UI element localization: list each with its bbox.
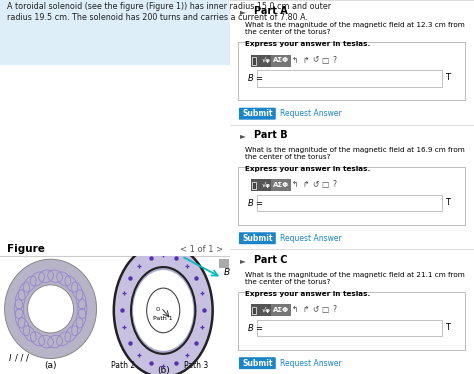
Text: A toroidal solenoid (see the figure (Figure 1)) has inner radius 15.0 cm and out: A toroidal solenoid (see the figure (Fig… [7, 2, 331, 11]
FancyBboxPatch shape [257, 70, 442, 87]
Text: Express your answer in teslas.: Express your answer in teslas. [245, 291, 370, 297]
Text: o: o [156, 306, 160, 312]
FancyBboxPatch shape [219, 258, 228, 268]
Circle shape [131, 267, 195, 354]
Text: Submit: Submit [242, 109, 273, 118]
Text: (a): (a) [45, 361, 57, 370]
Text: Express your answer in teslas.: Express your answer in teslas. [245, 41, 370, 47]
Text: What is the magnitude of the magnetic field at 16.9 cm from the center of the to: What is the magnitude of the magnetic fi… [245, 147, 465, 160]
Text: $I$: $I$ [8, 352, 12, 363]
Text: √φ: √φ [262, 57, 271, 63]
FancyBboxPatch shape [272, 304, 291, 316]
Text: (b): (b) [157, 366, 170, 374]
FancyBboxPatch shape [238, 292, 465, 350]
Text: Submit: Submit [242, 234, 273, 243]
Text: ?: ? [332, 56, 337, 65]
FancyBboxPatch shape [252, 182, 256, 189]
Ellipse shape [5, 259, 97, 359]
Text: ↱: ↱ [302, 56, 309, 65]
Text: / / /: / / / [15, 354, 29, 363]
Text: Part B: Part B [254, 130, 288, 140]
Text: □: □ [321, 180, 328, 189]
Text: ↰: ↰ [292, 305, 299, 314]
Text: B: B [224, 269, 230, 278]
FancyBboxPatch shape [257, 320, 442, 336]
Circle shape [114, 244, 213, 374]
Text: Part C: Part C [254, 255, 288, 265]
FancyBboxPatch shape [239, 232, 276, 244]
FancyBboxPatch shape [0, 0, 230, 65]
Text: AΣΦ: AΣΦ [273, 57, 289, 63]
Text: Express your answer in teslas.: Express your answer in teslas. [245, 166, 370, 172]
Text: ↺: ↺ [313, 180, 319, 189]
Text: T: T [445, 323, 450, 332]
Text: AΣΦ: AΣΦ [273, 182, 289, 188]
FancyBboxPatch shape [239, 357, 276, 369]
FancyBboxPatch shape [251, 304, 271, 316]
Text: Part A: Part A [254, 6, 288, 16]
Text: ?: ? [332, 180, 337, 189]
Circle shape [146, 288, 180, 333]
Text: Path 1: Path 1 [154, 316, 173, 321]
Text: Submit: Submit [242, 359, 273, 368]
Text: ↰: ↰ [292, 180, 299, 189]
Text: ►: ► [240, 131, 246, 140]
Text: radius 19.5 cm. The solenoid has 200 turns and carries a current of 7.80 A.: radius 19.5 cm. The solenoid has 200 tur… [7, 13, 308, 22]
Text: √φ: √φ [262, 307, 271, 313]
Text: ►: ► [240, 7, 246, 16]
Text: √φ: √φ [262, 182, 271, 188]
Text: T: T [445, 198, 450, 207]
Text: ↱: ↱ [302, 180, 309, 189]
Text: ↱: ↱ [302, 305, 309, 314]
Text: < 1 of 1 >: < 1 of 1 > [180, 245, 223, 254]
Circle shape [134, 271, 192, 350]
Text: What is the magnitude of the magnetic field at 21.1 cm from the center of the to: What is the magnitude of the magnetic fi… [245, 272, 465, 285]
Text: Path 2: Path 2 [111, 361, 135, 370]
FancyBboxPatch shape [238, 167, 465, 225]
FancyBboxPatch shape [251, 55, 271, 67]
FancyBboxPatch shape [257, 195, 442, 211]
FancyBboxPatch shape [251, 179, 271, 191]
FancyBboxPatch shape [252, 307, 256, 314]
Text: Path 3: Path 3 [184, 361, 209, 370]
Text: ↺: ↺ [313, 305, 319, 314]
Text: Request Answer: Request Answer [280, 359, 342, 368]
Text: Request Answer: Request Answer [280, 109, 342, 118]
Text: $B$ =: $B$ = [247, 72, 264, 83]
FancyBboxPatch shape [272, 179, 291, 191]
Ellipse shape [27, 285, 73, 333]
Text: □: □ [321, 305, 328, 314]
Text: What is the magnitude of the magnetic field at 12.3 cm from the center of the to: What is the magnitude of the magnetic fi… [245, 22, 465, 36]
Text: ↰: ↰ [292, 56, 299, 65]
FancyBboxPatch shape [239, 108, 276, 120]
Text: AΣΦ: AΣΦ [273, 307, 289, 313]
Text: ↺: ↺ [313, 56, 319, 65]
Text: Figure: Figure [7, 244, 45, 254]
FancyBboxPatch shape [238, 42, 465, 100]
FancyBboxPatch shape [252, 57, 256, 65]
Text: T: T [445, 73, 450, 82]
Text: $B$ =: $B$ = [247, 197, 264, 208]
Text: ►: ► [240, 256, 246, 265]
FancyBboxPatch shape [272, 55, 291, 67]
Text: ?: ? [332, 305, 337, 314]
Text: □: □ [321, 56, 328, 65]
Text: Request Answer: Request Answer [280, 234, 342, 243]
Text: $B$ =: $B$ = [247, 322, 264, 333]
